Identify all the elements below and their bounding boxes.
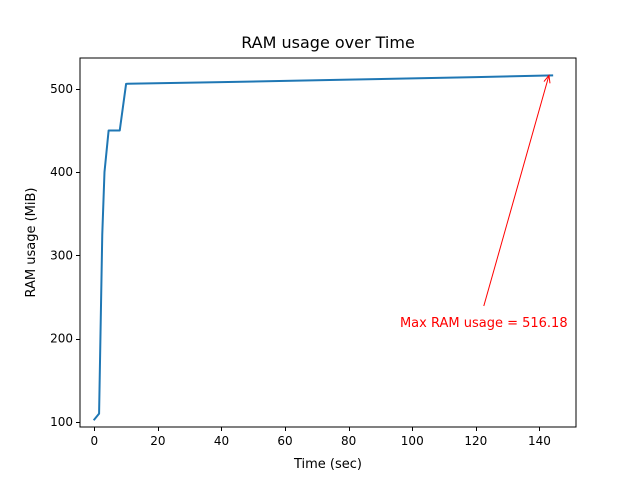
- annotation-arrow-line: [483, 75, 550, 307]
- y-tick-label: 400: [50, 165, 73, 179]
- x-tick-label: 120: [464, 434, 487, 448]
- x-tick-label: 60: [277, 434, 292, 448]
- x-axis-ticks: 0 20 40 60 80 100 120 140: [90, 427, 551, 448]
- max-annotation: Max RAM usage = 516.18: [400, 74, 568, 331]
- x-tick-label: 80: [341, 434, 356, 448]
- y-tick-label: 300: [50, 248, 73, 262]
- x-axis-label: Time (sec): [293, 457, 362, 472]
- x-tick-label: 40: [214, 434, 229, 448]
- annotation-text: Max RAM usage = 516.18: [400, 316, 568, 331]
- annotation-arrow-head: [543, 74, 551, 84]
- y-tick-label: 100: [50, 415, 73, 429]
- x-tick-label: 140: [528, 434, 551, 448]
- chart-title: RAM usage over Time: [241, 33, 415, 52]
- y-tick-label: 500: [50, 82, 73, 96]
- x-tick-label: 0: [90, 434, 98, 448]
- ram-usage-line: [92, 74, 554, 421]
- x-tick-label: 20: [150, 434, 165, 448]
- axes-frame: [79, 57, 577, 428]
- y-tick-label: 200: [50, 332, 73, 346]
- x-tick-label: 100: [401, 434, 424, 448]
- y-axis-label: RAM usage (MiB): [24, 188, 39, 298]
- y-axis-ticks: 100 200 300 400 500: [50, 82, 80, 429]
- series-lines: [92, 74, 554, 421]
